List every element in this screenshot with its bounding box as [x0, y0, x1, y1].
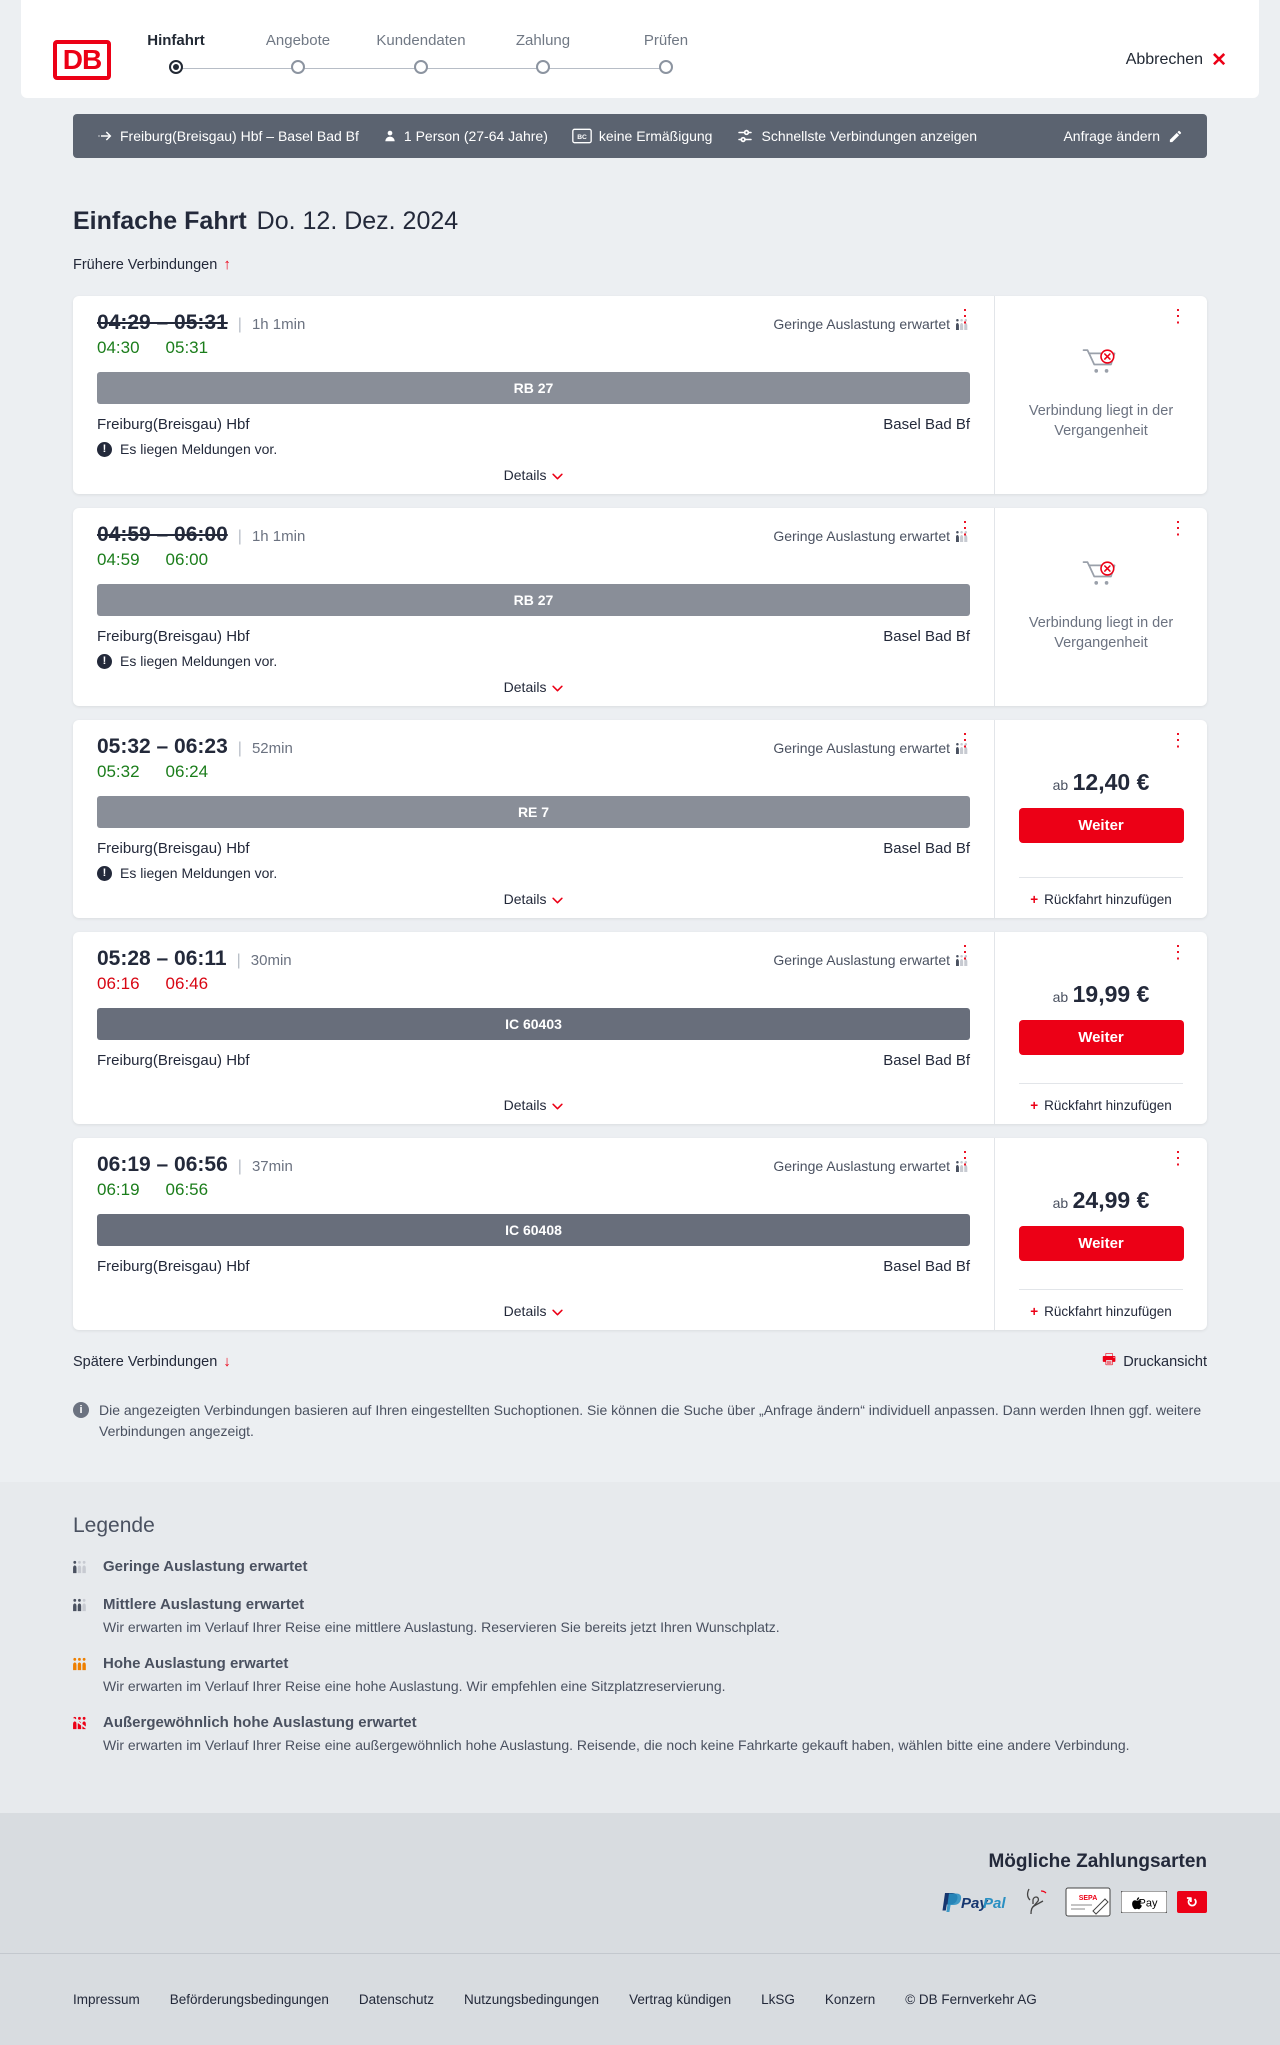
- svg-text:↻: ↻: [1186, 1894, 1198, 1910]
- svg-text:Pal: Pal: [983, 1895, 1006, 1912]
- svg-text:BC: BC: [577, 134, 587, 141]
- svg-text:Pay: Pay: [1139, 1898, 1158, 1910]
- svg-text:SEPA: SEPA: [1079, 1895, 1098, 1902]
